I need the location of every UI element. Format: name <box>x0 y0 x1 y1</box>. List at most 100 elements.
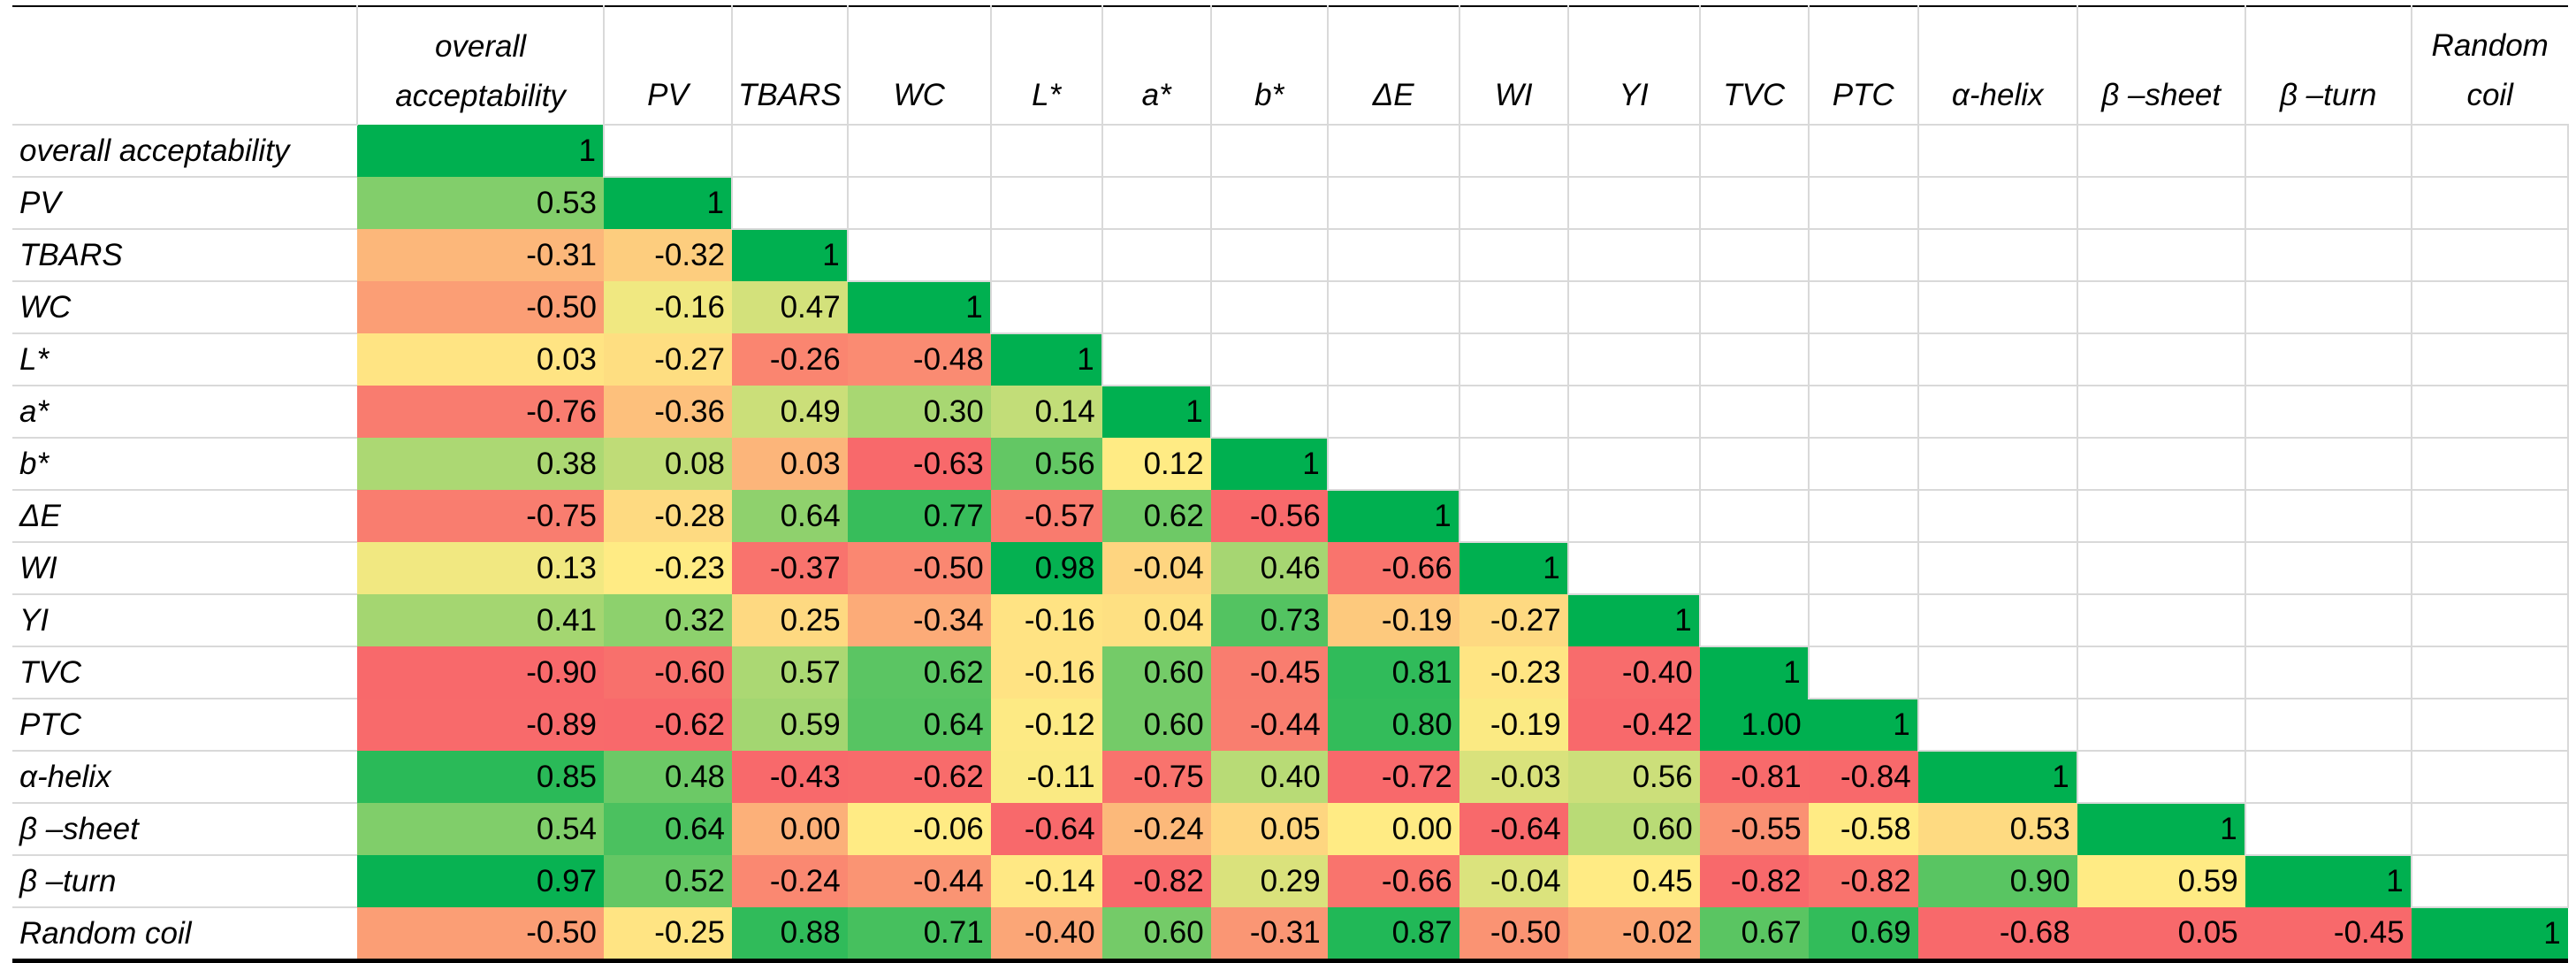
empty-cell <box>2244 646 2412 699</box>
empty-cell <box>989 228 1103 282</box>
empty-cell <box>1458 489 1569 543</box>
empty-cell <box>1458 176 1569 230</box>
heat-cell: -0.66 <box>1327 855 1459 907</box>
heat-cell: -0.32 <box>604 229 732 281</box>
empty-cell <box>1698 228 1810 282</box>
cell-label: -0.76 <box>526 394 597 429</box>
heat-cell: -0.16 <box>990 646 1102 699</box>
empty-cell <box>2076 437 2246 491</box>
cell-label: 0.04 <box>1143 602 1204 638</box>
row-label: ΔE <box>12 489 357 542</box>
empty-cell <box>1326 280 1460 334</box>
heat-cell: -0.44 <box>1210 699 1328 751</box>
heat-cell: -0.16 <box>990 594 1102 646</box>
cell-label: 0.60 <box>1143 654 1204 690</box>
empty-cell <box>2244 124 2412 178</box>
cell-label: -0.45 <box>2333 915 2405 950</box>
cell-label: 0.12 <box>1143 446 1204 481</box>
cell-label: 1 <box>1674 603 1692 638</box>
heat-cell: -0.16 <box>604 281 732 333</box>
cell-label: -0.16 <box>654 289 725 325</box>
heat-cell: -0.24 <box>1101 803 1211 855</box>
cell-label: -0.50 <box>912 550 984 585</box>
heat-cell: 0.45 <box>1567 855 1700 907</box>
heat-cell: 0.38 <box>357 438 604 490</box>
cell-label: -0.48 <box>912 341 984 377</box>
heat-cell: -0.27 <box>1459 594 1568 646</box>
cell-label: 0.80 <box>1391 707 1452 742</box>
cell-label: -0.04 <box>1132 550 1204 585</box>
empty-cell <box>1566 332 1701 386</box>
empty-cell <box>603 124 733 178</box>
heat-cell: -0.14 <box>990 855 1102 907</box>
heat-cell: 0.60 <box>1101 646 1211 699</box>
empty-cell <box>731 124 849 178</box>
heat-cell: -0.72 <box>1327 751 1459 803</box>
cell-label: -0.40 <box>1621 654 1693 690</box>
empty-cell <box>1917 176 2078 230</box>
cell-label: 0.73 <box>1260 602 1321 638</box>
cell-label: 0.49 <box>780 394 841 429</box>
heat-cell: -0.42 <box>1567 699 1700 751</box>
cell-label: 1 <box>1077 342 1094 377</box>
empty-cell <box>2244 228 2412 282</box>
empty-cell <box>2410 489 2569 543</box>
heat-cell: -0.43 <box>732 751 848 803</box>
heat-cell: -0.90 <box>357 646 604 699</box>
empty-cell <box>1566 280 1701 334</box>
heat-cell: -0.81 <box>1699 751 1809 803</box>
empty-cell <box>1326 228 1460 282</box>
heat-cell: -0.11 <box>990 751 1102 803</box>
empty-cell <box>1101 124 1212 178</box>
column-header: β –turn <box>2244 6 2412 125</box>
heat-cell: -0.82 <box>1101 855 1211 907</box>
column-header: overall acceptability <box>356 6 604 125</box>
heat-cell: -0.24 <box>732 855 848 907</box>
empty-cell <box>1326 124 1460 178</box>
empty-cell <box>1698 280 1810 334</box>
cell-label: -0.44 <box>1249 707 1321 742</box>
empty-cell <box>989 176 1103 230</box>
cell-label: -0.27 <box>654 341 725 377</box>
cell-label: 0.59 <box>2177 863 2238 898</box>
heat-cell: 0.32 <box>604 594 732 646</box>
cell-label: -0.14 <box>1024 863 1095 898</box>
empty-cell <box>1807 593 1919 647</box>
cell-label: 0.05 <box>2177 915 2238 950</box>
table-row: β –sheet 0.54 0.64 0.00 -0.06 -0.64 -0.24 0.05 0… <box>12 802 2569 856</box>
heat-cell: -0.82 <box>1808 855 1918 907</box>
heat-cell: -0.36 <box>604 386 732 438</box>
cell-label: 0.69 <box>1850 915 1911 950</box>
heat-cell: -0.19 <box>1327 594 1459 646</box>
heat-cell: -0.06 <box>847 803 991 855</box>
empty-cell <box>1209 176 1329 230</box>
cell-label: -0.68 <box>1999 915 2070 950</box>
cell-label: 1 <box>1543 551 1560 585</box>
column-header: a* <box>1101 6 1211 125</box>
heat-cell: -0.64 <box>990 803 1102 855</box>
table-row: ΔE -0.75 -0.28 0.64 0.77 -0.57 0.62 -0.56 1 <box>12 489 2569 543</box>
table-row: α-helix 0.85 0.48 -0.43 -0.62 -0.11 -0.75 0.40 -… <box>12 750 2569 804</box>
heat-cell: 0.25 <box>732 594 848 646</box>
column-header: PTC <box>1807 6 1918 125</box>
cell-label: -0.50 <box>1490 915 1561 950</box>
empty-cell <box>1698 593 1810 647</box>
cell-label: -0.75 <box>1132 759 1204 794</box>
cell-label: -0.40 <box>1024 915 1095 950</box>
cell-label: -0.81 <box>1730 759 1802 794</box>
heat-cell: 0.64 <box>732 490 848 542</box>
cell-label: 1 <box>965 290 983 325</box>
cell-label: 0.32 <box>664 602 725 638</box>
heat-cell: 0.41 <box>357 594 604 646</box>
heat-cell: 0.60 <box>1101 907 1211 961</box>
empty-cell <box>1807 332 1919 386</box>
cell-label: 0.45 <box>1632 863 1693 898</box>
cell-label: -0.19 <box>1490 707 1561 742</box>
column-header: b* <box>1209 6 1328 125</box>
heat-cell: -0.55 <box>1699 803 1809 855</box>
cell-label: -0.90 <box>526 654 597 690</box>
cell-label: -0.36 <box>654 394 725 429</box>
cell-label: -0.02 <box>1621 915 1693 950</box>
heat-cell: 1 <box>1210 438 1328 490</box>
